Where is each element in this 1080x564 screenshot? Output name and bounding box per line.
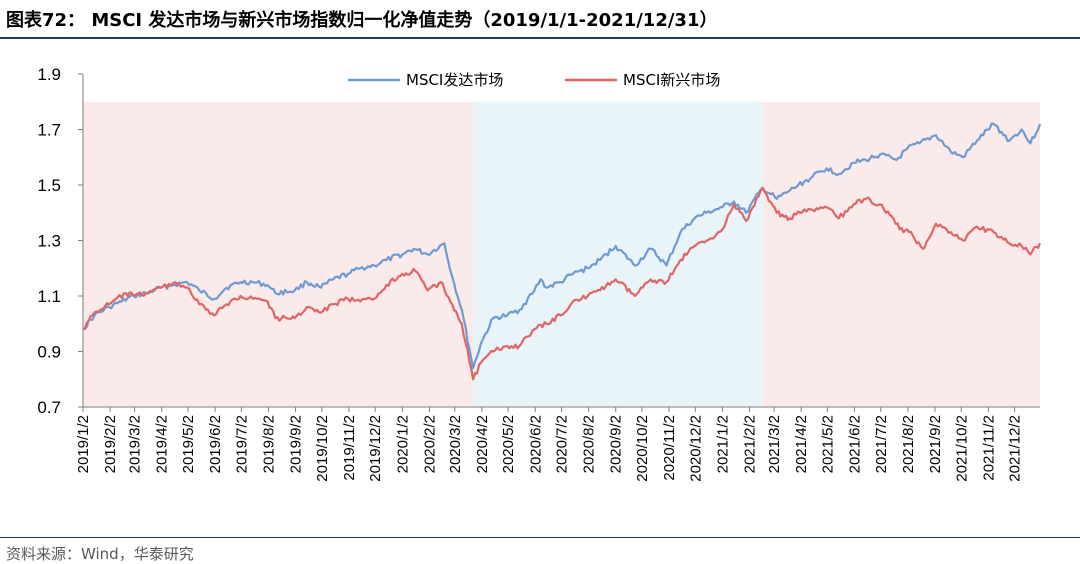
shaded-period-2 <box>762 101 1040 407</box>
x-tick-label: 2019/6/2 <box>207 415 224 473</box>
x-tick-label: 2021/12/2 <box>1007 415 1024 482</box>
legend-label-1: MSCI新兴市场 <box>623 71 720 89</box>
y-tick-label: 1.9 <box>37 65 61 84</box>
x-tick-label: 2020/6/2 <box>527 415 544 473</box>
line-chart: 0.70.91.11.31.51.71.9 2019/1/2 2019/2/2 20… <box>37 65 1042 482</box>
footer-rule <box>0 537 1080 538</box>
x-tick-label: 2021/6/2 <box>847 415 864 473</box>
shaded-period-1 <box>473 101 763 407</box>
x-tick-label: 2020/5/2 <box>500 415 517 473</box>
x-tick-label: 2021/4/2 <box>793 415 810 473</box>
y-tick-label: 1.3 <box>37 232 61 251</box>
x-tick-label: 2019/12/2 <box>367 415 384 482</box>
legend: MSCI发达市场 MSCI新兴市场 <box>348 71 720 89</box>
x-tick-label: 2020/9/2 <box>608 415 625 473</box>
x-tick-label: 2021/10/2 <box>953 415 970 482</box>
x-tick-label: 2020/3/2 <box>447 415 464 473</box>
x-axis-ticks: 2019/1/2 2019/2/2 2019/3/2 2019/4/2 2019/5/2… <box>75 407 1024 482</box>
x-tick-label: 2019/3/2 <box>127 415 144 473</box>
x-tick-label: 2020/11/2 <box>661 415 678 481</box>
shaded-periods <box>83 101 1040 407</box>
y-tick-label: 0.7 <box>37 398 61 417</box>
y-tick-label: 1.1 <box>37 287 61 306</box>
legend-label-0: MSCI发达市场 <box>406 71 503 89</box>
x-tick-label: 2019/10/2 <box>314 415 331 482</box>
x-tick-label: 2021/8/2 <box>900 415 917 473</box>
x-tick-label: 2021/1/2 <box>714 415 731 473</box>
x-tick-label: 2019/9/2 <box>288 415 305 473</box>
series-line-0 <box>82 122 1042 370</box>
x-tick-label: 2021/5/2 <box>819 415 836 473</box>
x-tick-label: 2020/8/2 <box>581 415 598 473</box>
x-tick-label: 2019/11/2 <box>341 415 358 481</box>
series-lines <box>82 122 1042 381</box>
x-tick-label: 2019/4/2 <box>154 415 171 473</box>
x-tick-label: 2020/7/2 <box>554 415 571 473</box>
x-tick-label: 2019/8/2 <box>260 415 277 473</box>
source-note: 资料来源：Wind，华泰研究 <box>6 545 194 563</box>
x-tick-label: 2021/9/2 <box>927 415 944 473</box>
y-tick-label: 1.5 <box>37 176 61 195</box>
x-tick-label: 2021/11/2 <box>980 415 997 481</box>
shaded-period-0 <box>83 101 474 407</box>
x-tick-label: 2020/2/2 <box>421 415 438 473</box>
title-rule <box>0 37 1080 39</box>
x-tick-label: 2019/5/2 <box>180 415 197 473</box>
x-tick-label: 2020/12/2 <box>687 415 704 482</box>
chart-title: 图表72： MSCI 发达市场与新兴市场指数归一化净值走势（2019/1/1-2… <box>6 10 718 31</box>
x-tick-label: 2021/2/2 <box>742 415 759 473</box>
y-axis-ticks: 0.7 0.9 1.1 1.3 1.5 1.7 1.9 <box>37 65 83 417</box>
x-tick-label: 2020/1/2 <box>394 415 411 473</box>
x-tick-label: 2019/7/2 <box>233 415 250 473</box>
x-tick-label: 2021/7/2 <box>873 415 890 473</box>
x-tick-label: 2020/10/2 <box>634 415 651 482</box>
y-tick-label: 0.9 <box>37 343 61 362</box>
series-line-1 <box>82 186 1042 381</box>
x-tick-label: 2019/1/2 <box>75 415 92 473</box>
x-tick-label: 2020/4/2 <box>474 415 491 473</box>
y-tick-label: 1.7 <box>37 121 61 140</box>
x-tick-label: 2019/2/2 <box>102 415 119 473</box>
x-tick-label: 2021/3/2 <box>766 415 783 473</box>
